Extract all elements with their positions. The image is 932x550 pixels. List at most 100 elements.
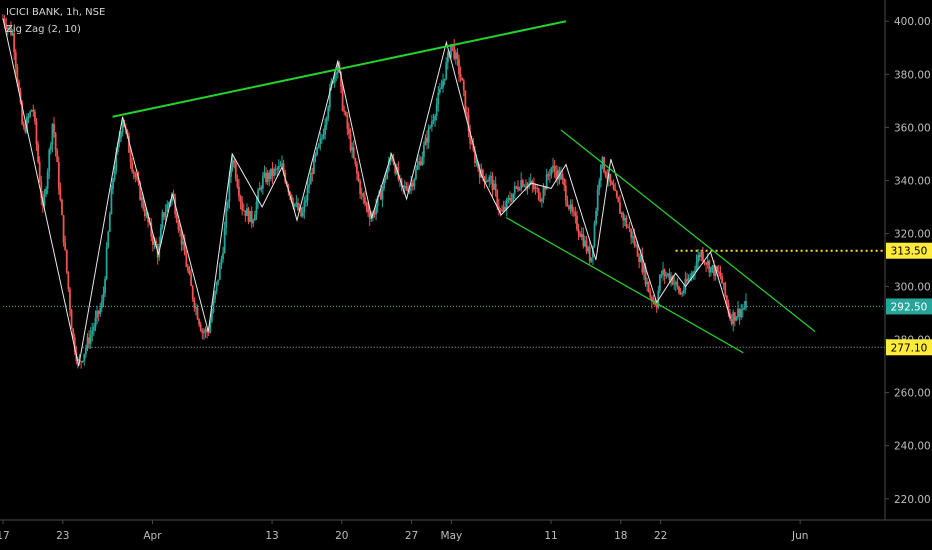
candle-body bbox=[301, 211, 304, 217]
candle-body bbox=[297, 202, 299, 211]
symbol-title[interactable]: ICICI BANK, 1h, NSE bbox=[6, 7, 106, 18]
candle-body bbox=[482, 169, 484, 177]
price-tick-label: 360.00 bbox=[894, 122, 931, 134]
indicator-label[interactable]: Zig Zag (2, 10) bbox=[6, 24, 81, 35]
candle-body bbox=[231, 160, 234, 168]
candle-body bbox=[255, 201, 258, 215]
candle-body bbox=[260, 187, 263, 189]
candle-body bbox=[274, 168, 277, 170]
candle-body bbox=[379, 191, 382, 200]
candle-body bbox=[641, 255, 644, 273]
candle-body bbox=[722, 282, 725, 284]
candle-body bbox=[309, 172, 312, 185]
price-tick-label: 240.00 bbox=[894, 441, 931, 453]
candle-body bbox=[394, 164, 397, 174]
candle-body bbox=[517, 186, 519, 190]
candle-body bbox=[137, 177, 140, 183]
candle-body bbox=[381, 188, 384, 200]
candle-body bbox=[413, 178, 416, 187]
candle-body bbox=[239, 196, 242, 202]
candle-body bbox=[100, 301, 103, 309]
candle-body bbox=[59, 189, 62, 200]
candle-body bbox=[505, 199, 508, 210]
candle-body bbox=[619, 202, 621, 214]
trendline-1 bbox=[112, 20, 567, 118]
candle-body bbox=[423, 145, 425, 157]
candle-body bbox=[188, 270, 191, 275]
candle-body bbox=[281, 163, 283, 166]
candle-body bbox=[37, 144, 39, 162]
candle-body bbox=[234, 163, 237, 179]
candle-body bbox=[590, 257, 593, 262]
candle-body bbox=[333, 73, 336, 83]
candle-body bbox=[97, 310, 100, 314]
candle-body bbox=[163, 212, 165, 218]
candle-body bbox=[324, 124, 326, 135]
candle-body bbox=[57, 161, 60, 190]
candle-body bbox=[611, 182, 613, 185]
candle-body bbox=[226, 201, 229, 209]
candle-body bbox=[649, 292, 652, 298]
candle-body bbox=[658, 275, 661, 291]
candle-body bbox=[276, 168, 279, 170]
candle-body bbox=[443, 78, 446, 81]
candle-body bbox=[250, 210, 253, 224]
candle-body bbox=[212, 299, 215, 312]
candle-body bbox=[362, 193, 365, 198]
candle-body bbox=[115, 152, 118, 172]
candle-body bbox=[738, 308, 741, 318]
candle-body bbox=[563, 179, 566, 186]
candle-body bbox=[30, 109, 33, 112]
candle-body bbox=[560, 174, 562, 180]
candle-body bbox=[53, 123, 55, 134]
candle-body bbox=[164, 211, 167, 218]
candle-body bbox=[368, 212, 371, 219]
candle-body bbox=[182, 241, 185, 245]
candle-body bbox=[27, 116, 30, 118]
candle-body bbox=[429, 126, 432, 128]
candle-body bbox=[386, 170, 389, 179]
time-tick-label: 11 bbox=[544, 530, 557, 542]
candle-body bbox=[195, 307, 197, 309]
candle-body bbox=[489, 176, 492, 178]
candle-body bbox=[612, 184, 615, 190]
time-tick-label: Apr bbox=[143, 530, 162, 542]
trendlines-layer[interactable] bbox=[112, 20, 816, 354]
candle-body bbox=[574, 212, 577, 216]
candle-body bbox=[424, 137, 427, 146]
candle-body bbox=[435, 104, 438, 117]
candle-body bbox=[405, 186, 408, 190]
candle-body bbox=[458, 59, 460, 74]
candle-body bbox=[346, 115, 349, 129]
candle-body bbox=[180, 229, 183, 245]
candle-body bbox=[601, 157, 604, 165]
candle-body bbox=[533, 184, 535, 190]
candle-body bbox=[8, 26, 11, 28]
candle-body bbox=[698, 255, 701, 257]
candle-body bbox=[249, 210, 252, 222]
candle-body bbox=[625, 218, 628, 227]
candle-body bbox=[743, 307, 746, 309]
candle-body bbox=[24, 126, 27, 132]
candle-body bbox=[183, 241, 186, 256]
candle-body bbox=[462, 80, 465, 91]
candle-body bbox=[268, 172, 271, 179]
candle-body bbox=[161, 212, 164, 228]
candle-body bbox=[319, 138, 322, 145]
candle-body bbox=[673, 283, 676, 285]
candle-body bbox=[705, 262, 708, 265]
price-tag-label: 277.10 bbox=[891, 342, 928, 354]
price-tick-label: 400.00 bbox=[894, 16, 931, 28]
candle-body bbox=[340, 71, 342, 87]
candle-body bbox=[400, 178, 403, 186]
candle-body bbox=[525, 186, 527, 188]
candle-body bbox=[644, 266, 647, 285]
candle-body bbox=[300, 207, 303, 217]
candle-body bbox=[142, 197, 145, 209]
candle-body bbox=[523, 186, 526, 188]
candle-body bbox=[475, 161, 478, 163]
candle-body bbox=[437, 92, 440, 105]
candle-body bbox=[483, 176, 486, 183]
candle-body bbox=[572, 211, 575, 213]
